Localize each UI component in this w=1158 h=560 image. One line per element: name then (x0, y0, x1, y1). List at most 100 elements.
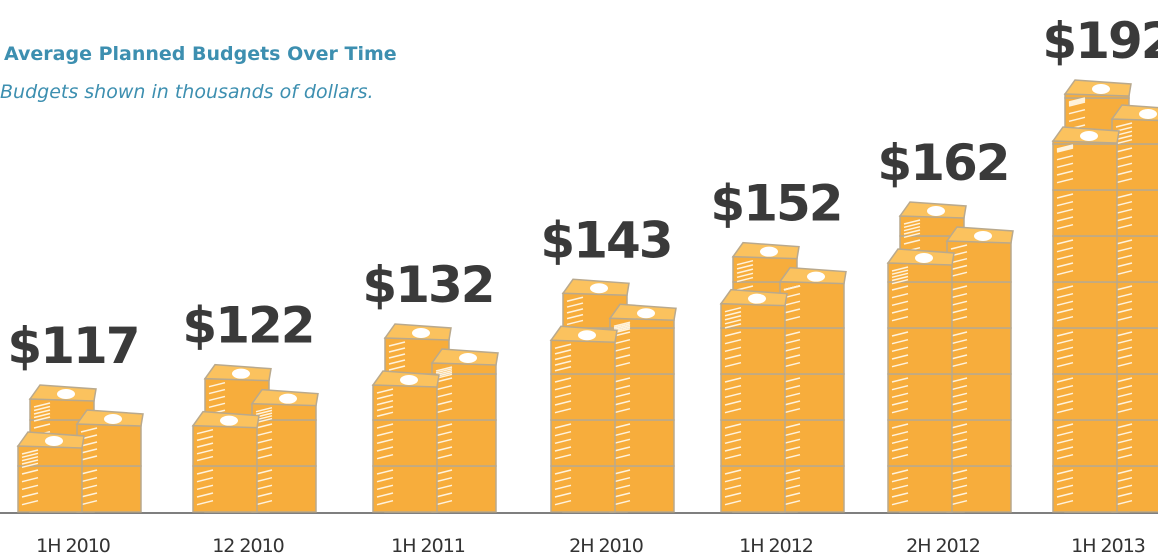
box-stripe (1115, 122, 1133, 128)
coin (104, 414, 122, 424)
coin (279, 393, 297, 404)
box-stripe (783, 469, 801, 475)
money-box (609, 373, 675, 421)
box-stripe (613, 469, 631, 475)
box-stripe (1056, 361, 1074, 368)
box-stripe (435, 369, 453, 376)
box-stripe (376, 411, 394, 418)
box-stripe (80, 492, 98, 498)
box-stripe (554, 400, 572, 406)
box-stripe (891, 361, 909, 368)
box-stripe (1115, 300, 1133, 307)
box-stripe (724, 407, 742, 414)
box-stripe (554, 377, 572, 383)
box-stripe (736, 264, 754, 270)
box-stripe (80, 448, 98, 454)
box-stripe (950, 315, 968, 322)
money-stack (886, 201, 1014, 513)
box-stripe (435, 400, 453, 406)
box-stripe (891, 272, 909, 279)
box-stripe (1115, 430, 1133, 437)
box-stripe (196, 428, 214, 435)
chart-title: Average Planned Budgets Over Time (4, 43, 397, 65)
box-stripe (1115, 476, 1133, 483)
coin (57, 389, 75, 399)
x-tick-label: 1H 2013 (1071, 535, 1145, 557)
box-stripe (1056, 154, 1074, 161)
box-stripe (1056, 446, 1074, 452)
box-stripe (613, 423, 631, 429)
box-stripe (613, 392, 631, 399)
box-stripe (376, 476, 394, 483)
box-stripe (783, 407, 801, 414)
money-box (17, 465, 83, 513)
box-stripe (783, 423, 801, 429)
box-stripe (1115, 239, 1133, 245)
box-stripe (1115, 308, 1133, 314)
box-stripe (1056, 423, 1074, 429)
box-stripe (783, 377, 801, 383)
box-stripe (736, 272, 754, 279)
box-stripe (903, 229, 921, 235)
box-stripe (1115, 177, 1133, 184)
box-stripe (950, 438, 968, 445)
box-stripe (891, 269, 909, 275)
box-stripe (255, 453, 273, 460)
box-stripe (388, 365, 406, 371)
box-stripe (1115, 292, 1133, 299)
box-stripe (1115, 377, 1133, 383)
box-stripe (891, 423, 909, 429)
box-stripe (1115, 331, 1133, 337)
box-stripe (891, 384, 909, 391)
value-label: $152 (710, 175, 841, 233)
box-stripe (376, 453, 394, 460)
box-stripe (1056, 492, 1074, 498)
box-stripe (950, 292, 968, 299)
box-stripe (950, 476, 968, 483)
box-stripe (891, 484, 909, 491)
money-stack (371, 323, 499, 513)
box-stripe (554, 430, 572, 437)
box-stripe (1056, 254, 1074, 261)
box-stripe (196, 442, 214, 448)
box-stripe (891, 275, 909, 282)
box-stripe (1056, 469, 1074, 475)
box-stripe (196, 455, 214, 462)
box-stripe (1068, 101, 1086, 107)
money-box (887, 281, 953, 329)
box-stripe (613, 338, 631, 345)
box-stripe (1068, 116, 1086, 123)
box-stripe (1056, 430, 1074, 437)
box-stripe (435, 476, 453, 483)
box-stripe (554, 484, 572, 491)
box-stripe (1115, 216, 1133, 222)
coin (220, 415, 238, 426)
box-stripe (554, 476, 572, 483)
box-stripe (33, 423, 51, 429)
box-stripe (1056, 331, 1074, 337)
box-stripe (891, 453, 909, 460)
box-stripe (613, 430, 631, 437)
box-stripe (891, 300, 909, 307)
box-stripe (554, 384, 572, 391)
value-label: $192 (1042, 12, 1158, 70)
box-stripe (80, 427, 98, 433)
box-stripe (891, 407, 909, 414)
box-stripe (33, 416, 51, 422)
box-stripe (724, 484, 742, 491)
box-stripe (255, 446, 273, 452)
box-stripe (903, 219, 921, 225)
box-stripe (891, 438, 909, 445)
box-stripe (950, 300, 968, 307)
box-stripe (950, 377, 968, 383)
box-stripe (376, 499, 394, 506)
money-box (887, 373, 953, 421)
money-box (887, 327, 953, 375)
x-tick-label: 1H 2012 (739, 535, 813, 557)
box-stripe (891, 292, 909, 299)
box-stripe (613, 324, 631, 331)
box-stripe (1115, 469, 1133, 475)
box-stripe (435, 430, 453, 437)
coin (748, 293, 766, 304)
